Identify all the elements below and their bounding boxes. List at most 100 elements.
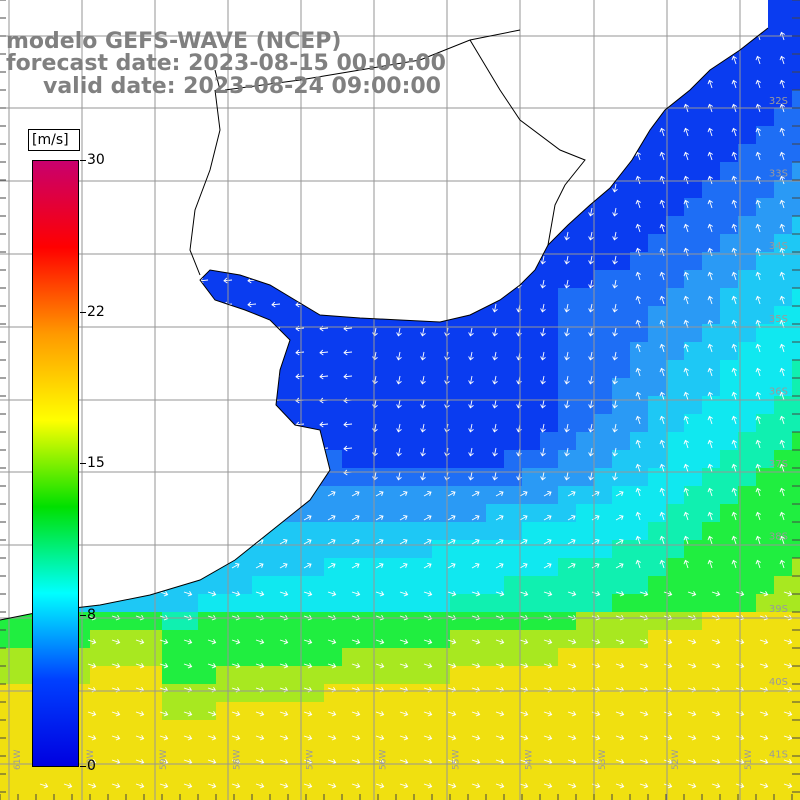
wind-arrow	[396, 447, 402, 457]
wind-speed-cell	[90, 666, 109, 685]
wind-speed-cell	[414, 756, 433, 775]
wind-speed-cell	[378, 792, 397, 800]
wind-speed-cell	[756, 792, 775, 800]
wind-speed-cell	[468, 504, 487, 523]
wind-speed-cell	[702, 684, 721, 703]
wind-speed-cell	[432, 468, 451, 487]
wind-speed-cell	[504, 342, 523, 361]
wind-speed-cell	[720, 630, 739, 649]
wind-speed-cell	[702, 90, 721, 109]
wind-speed-cell	[756, 450, 775, 469]
wind-arrow	[543, 639, 553, 645]
wind-arrow	[471, 639, 481, 645]
wind-speed-cell	[108, 702, 127, 721]
wind-speed-cell	[684, 108, 703, 127]
wind-speed-cell	[774, 180, 793, 199]
wind-speed-cell	[684, 702, 703, 721]
wind-speed-cell	[756, 342, 775, 361]
wind-speed-cell	[774, 270, 793, 289]
wind-speed-cell	[648, 630, 667, 649]
wind-speed-cell	[702, 180, 721, 199]
wind-speed-cell	[216, 720, 235, 739]
wind-arrow	[495, 538, 504, 545]
wind-speed-cell	[576, 720, 595, 739]
wind-speed-cell	[252, 648, 271, 667]
wind-arrow	[783, 639, 793, 645]
wind-speed-cell	[630, 594, 649, 613]
wind-arrow	[635, 415, 641, 425]
wind-speed-cell	[720, 666, 739, 685]
wind-speed-cell	[594, 702, 613, 721]
wind-speed-cell	[126, 756, 145, 775]
wind-speed-cell	[756, 306, 775, 325]
wind-arrow	[612, 327, 618, 337]
wind-speed-cell	[648, 252, 667, 271]
wind-speed-cell	[108, 666, 127, 685]
wind-arrow	[327, 591, 337, 597]
wind-speed-cell	[576, 216, 595, 235]
wind-speed-cell	[738, 108, 757, 127]
wind-arrow	[659, 127, 665, 137]
wind-speed-cell	[270, 720, 289, 739]
wind-arrow	[492, 327, 498, 337]
wind-speed-cell	[72, 774, 91, 793]
wind-speed-cell	[432, 648, 451, 667]
lon-label: 59W	[159, 750, 169, 770]
wind-speed-cell	[612, 396, 631, 415]
wind-arrow	[755, 175, 761, 185]
wind-speed-cell	[774, 486, 793, 505]
wind-speed-cell	[576, 252, 595, 271]
wind-arrow	[591, 783, 601, 789]
wind-speed-cell	[720, 738, 739, 757]
wind-arrow	[635, 463, 641, 473]
wind-speed-cell	[234, 612, 253, 631]
wind-speed-cell	[738, 162, 757, 181]
wind-arrow	[707, 439, 713, 449]
wind-speed-cell	[270, 684, 289, 703]
wind-speed-cell	[738, 54, 757, 73]
wind-speed-cell	[792, 504, 800, 523]
lat-label: 40S	[769, 677, 788, 688]
wind-speed-cell	[18, 666, 37, 685]
wind-speed-cell	[774, 126, 793, 145]
wind-arrow	[399, 663, 409, 669]
wind-speed-cell	[252, 756, 271, 775]
wind-speed-cell	[360, 666, 379, 685]
wind-arrow	[659, 415, 665, 425]
wind-speed-cell	[684, 378, 703, 397]
wind-arrow	[612, 183, 618, 193]
wind-speed-cell	[684, 342, 703, 361]
wind-arrow	[495, 735, 505, 741]
wind-arrow	[207, 639, 217, 645]
wind-speed-cell	[558, 684, 577, 703]
wind-speed-cell	[360, 450, 379, 469]
wind-speed-cell	[108, 774, 127, 793]
wind-speed-cell	[288, 396, 307, 415]
wind-arrow	[588, 447, 594, 457]
wind-speed-cell	[738, 414, 757, 433]
wind-arrow	[639, 711, 649, 717]
wind-arrow	[707, 535, 713, 545]
wind-speed-cell	[702, 792, 721, 800]
wind-arrow	[471, 711, 481, 717]
wind-arrow	[375, 562, 384, 569]
wind-arrow	[707, 487, 713, 497]
wind-arrow	[351, 562, 360, 569]
wind-speed-cell	[180, 792, 199, 800]
wind-arrow	[783, 735, 793, 741]
wind-speed-cell	[666, 162, 685, 181]
wind-speed-cell	[612, 594, 631, 613]
wind-speed-cell	[270, 576, 289, 595]
wind-speed-cell	[378, 414, 397, 433]
wind-arrow	[543, 711, 553, 717]
wind-speed-cell	[648, 774, 667, 793]
wind-speed-cell	[324, 666, 343, 685]
wind-arrow	[231, 663, 241, 669]
wind-speed-cell	[288, 774, 307, 793]
wind-speed-cell	[702, 306, 721, 325]
wind-speed-cell	[792, 630, 800, 649]
wind-arrow	[399, 490, 408, 497]
wind-speed-cell	[630, 738, 649, 757]
wind-speed-cell	[396, 738, 415, 757]
wind-speed-cell	[378, 738, 397, 757]
